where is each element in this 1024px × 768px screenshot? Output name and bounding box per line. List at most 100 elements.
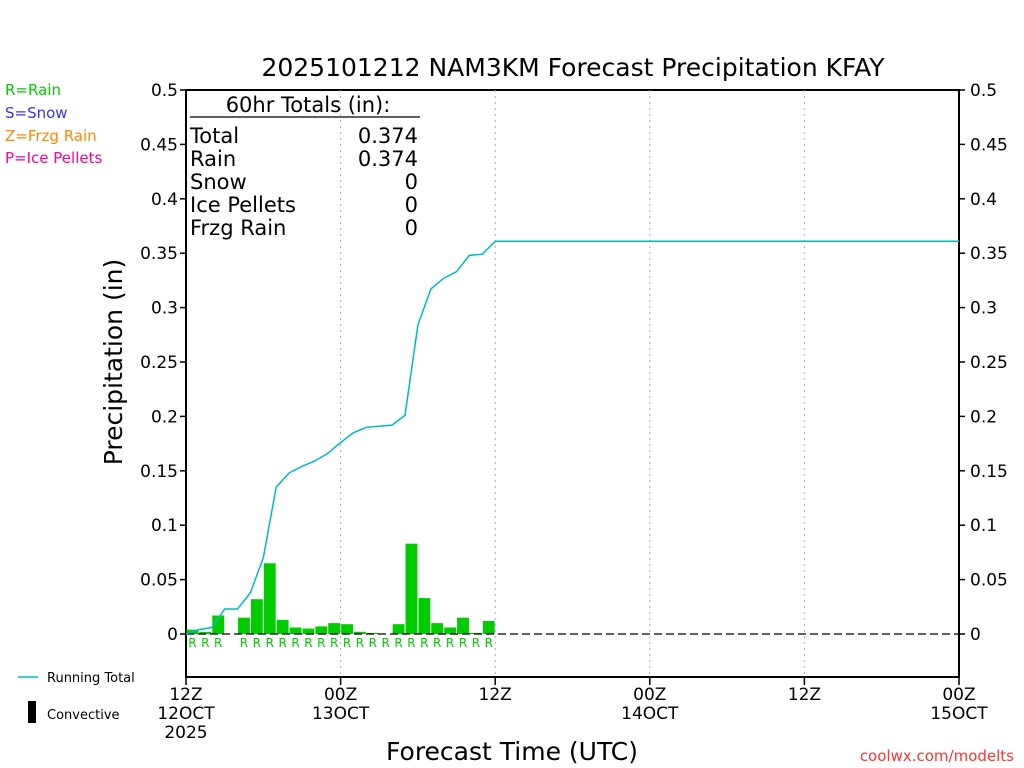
- x-tick-label: 12Z: [788, 685, 821, 705]
- legend-frzg-rain: Z=Frzg Rain: [5, 127, 97, 145]
- totals-row-label: Rain: [190, 147, 236, 171]
- precip-type-marker: R: [188, 636, 196, 650]
- precip-type-marker: R: [446, 636, 454, 650]
- precip-type-marker: R: [214, 636, 222, 650]
- precip-type-marker: R: [433, 636, 441, 650]
- totals-row-value: 0.374: [358, 147, 418, 171]
- y-tick-label-left: 0.25: [140, 353, 178, 373]
- grid-lines: [340, 90, 805, 677]
- precip-bar: [457, 617, 469, 634]
- precip-type-marker: R: [369, 636, 377, 650]
- convective-legend-swatch: [28, 701, 36, 723]
- precip-bar: [328, 623, 341, 634]
- precip-bar: [238, 617, 250, 634]
- precip-type-marker: R: [485, 636, 493, 650]
- precip-bar: [250, 599, 263, 634]
- y-tick-label-left: 0.05: [140, 571, 178, 591]
- legend-convective: Convective: [47, 708, 120, 723]
- x-axis-label: Forecast Time (UTC): [386, 737, 638, 766]
- x-tick-label: 00Z: [324, 685, 357, 705]
- totals-box: 60hr Totals (in): Total 0.374 Rain 0.374 Sno…: [189, 93, 420, 240]
- precip-type-marker: R: [317, 636, 325, 650]
- y-tick-label-left: 0.4: [151, 190, 178, 210]
- precip-bar: [418, 598, 431, 634]
- precip-type-marker: R: [291, 636, 299, 650]
- precip-type-marker: R: [201, 636, 209, 650]
- y-tick-label-right: 0.15: [970, 462, 1008, 482]
- totals-row-label: Ice Pellets: [190, 193, 296, 217]
- y-tick-label-left: 0.35: [140, 244, 178, 264]
- precip-type-marker: R: [253, 636, 261, 650]
- x-tick-label: 14OCT: [621, 704, 679, 724]
- totals-row-label: Snow: [190, 170, 247, 194]
- plot-frame: [185, 89, 960, 678]
- precip-type-marker: R: [266, 636, 274, 650]
- y-tick-label-right: 0: [970, 625, 981, 645]
- y-tick-label-right: 0.5: [970, 81, 997, 101]
- precip-bar: [405, 543, 418, 634]
- precip-type-marker: R: [343, 636, 351, 650]
- y-tick-label-left: 0.1: [151, 516, 178, 536]
- x-tick-label: 15OCT: [930, 704, 988, 724]
- precip-bar: [276, 619, 289, 634]
- precip-type-marker: R: [382, 636, 390, 650]
- precip-bar: [212, 615, 225, 634]
- precip-type-marker: R: [459, 636, 467, 650]
- totals-row-label: Total: [189, 124, 239, 148]
- totals-row-label: Frzg Rain: [190, 216, 286, 240]
- y-tick-label-right: 0.2: [970, 407, 997, 427]
- legend-running-total: Running Total: [47, 671, 135, 686]
- y-tick-label-left: 0.15: [140, 462, 178, 482]
- precip-bar: [289, 627, 302, 634]
- totals-row-value: 0.374: [358, 124, 418, 148]
- x-tick-label: 00Z: [633, 685, 666, 705]
- totals-row-value: 0: [405, 216, 418, 240]
- running-total-line: [185, 240, 959, 635]
- precip-type-marker: R: [472, 636, 480, 650]
- legend-snow: S=Snow: [5, 104, 68, 122]
- y-tick-label-left: 0.2: [151, 407, 178, 427]
- precip-type-marker: R: [407, 636, 415, 650]
- precip-bar: [263, 563, 276, 634]
- y-tick-label-right: 0.3: [970, 299, 997, 319]
- totals-row-value: 0: [405, 170, 418, 194]
- precip-bar: [302, 628, 315, 634]
- precip-bar: [431, 623, 444, 634]
- y-tick-label-right: 0.1: [970, 516, 997, 536]
- totals-row-value: 0: [405, 193, 418, 217]
- precip-bar: [199, 631, 212, 634]
- precip-type-marker: R: [420, 636, 428, 650]
- chart-title: 2025101212 NAM3KM Forecast Precipitation…: [261, 53, 885, 82]
- precip-bar: [341, 624, 353, 634]
- x-tick-label: 12OCT: [157, 704, 215, 724]
- precip-type-marker: R: [394, 636, 402, 650]
- totals-header: 60hr Totals (in):: [226, 93, 391, 117]
- precip-type-marker: R: [240, 636, 248, 650]
- y-axis-label: Precipitation (in): [99, 259, 128, 466]
- y-tick-label-right: 0.05: [970, 571, 1008, 591]
- y-tick-label-left: 0: [167, 625, 178, 645]
- y-tick-label-right: 0.4: [970, 190, 997, 210]
- y-ticks: 0 00.05 0.050.1 0.10.15 0.150.2 0.20.25 0.250.…: [140, 81, 1008, 645]
- precip-type-marker: R: [356, 636, 364, 650]
- x-tick-label: 00Z: [942, 685, 975, 705]
- precip-type-marker: R: [330, 636, 338, 650]
- precip-type-marker: R: [278, 636, 286, 650]
- y-tick-label-right: 0.25: [970, 353, 1008, 373]
- y-tick-label-left: 0.5: [151, 81, 178, 101]
- precip-type-marker: R: [304, 636, 312, 650]
- hourly-bars: [186, 543, 495, 634]
- precip-bar: [444, 627, 457, 634]
- precip-bar: [482, 620, 495, 634]
- precip-bar: [315, 626, 328, 634]
- x-tick-label: 2025: [164, 723, 207, 743]
- legend-rain: R=Rain: [5, 81, 61, 99]
- precip-bar: [392, 624, 405, 634]
- x-tick-label: 12Z: [169, 685, 202, 705]
- y-tick-label-right: 0.35: [970, 244, 1008, 264]
- credit-link[interactable]: coolwx.com/modelts: [860, 747, 1014, 765]
- legend-ice-pellets: P=Ice Pellets: [5, 149, 102, 167]
